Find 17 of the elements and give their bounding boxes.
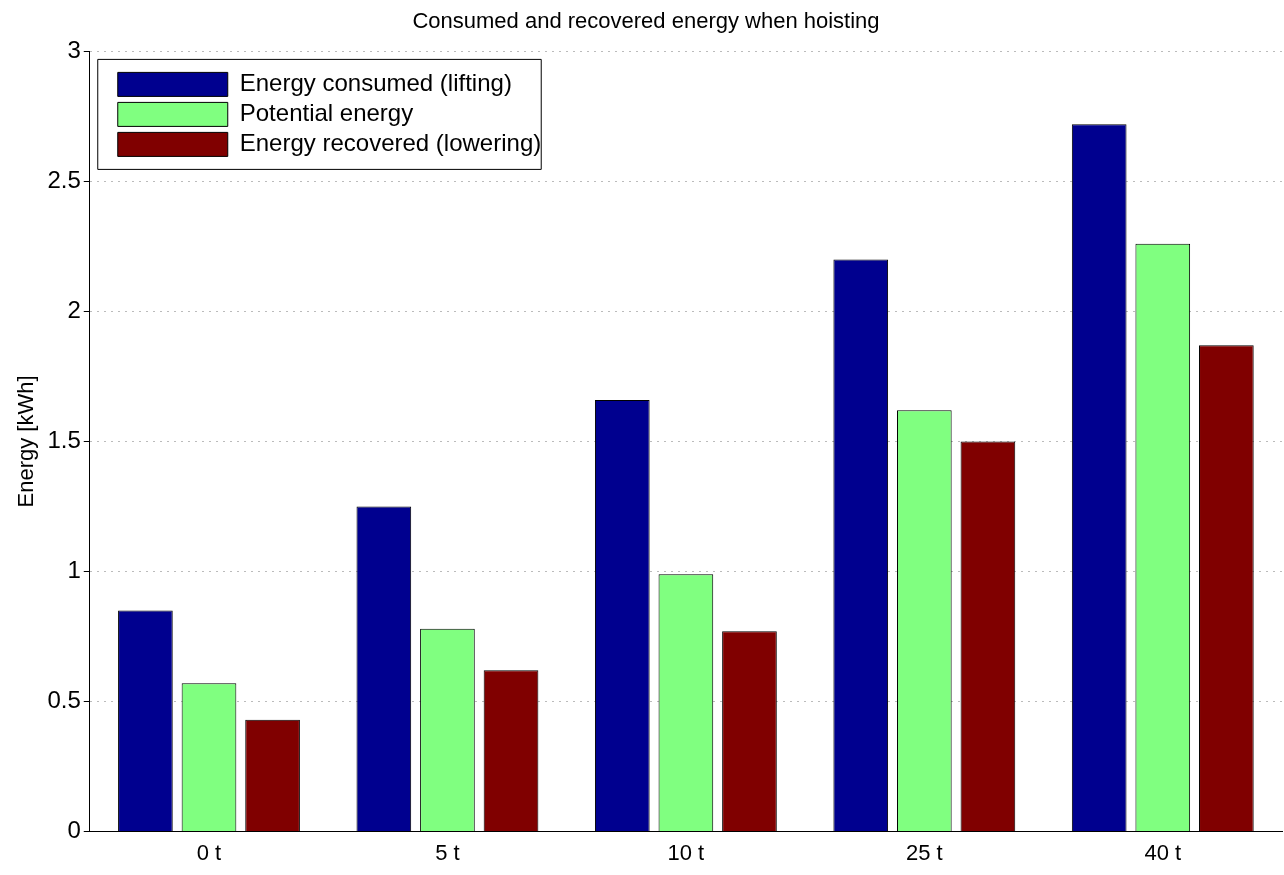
y-tick-label: 2.5 bbox=[47, 166, 81, 194]
x-tick-label: 0 t bbox=[196, 839, 222, 865]
x-tick-label: 10 t bbox=[667, 839, 705, 865]
chart-title: Consumed and recovered energy when hoisting bbox=[412, 8, 880, 34]
x-tick-label: 25 t bbox=[905, 839, 943, 865]
y-tick-label: 3 bbox=[67, 36, 81, 64]
x-tick-label: 40 t bbox=[1144, 839, 1182, 865]
x-tick-label: 5 t bbox=[435, 839, 460, 865]
y-tick-label: 0.5 bbox=[47, 686, 81, 714]
y-tick-label: 2 bbox=[67, 296, 81, 324]
y-axis-title: Energy [kWh] bbox=[13, 375, 39, 508]
y-tick-label: 0 bbox=[67, 816, 81, 844]
y-tick-label: 1.5 bbox=[47, 426, 81, 454]
legend-label: Energy recovered (lowering) bbox=[239, 129, 542, 157]
legend-label: Potential energy bbox=[239, 99, 414, 127]
y-tick-label: 1 bbox=[67, 556, 81, 584]
legend-label: Energy consumed (lifting) bbox=[239, 69, 512, 97]
